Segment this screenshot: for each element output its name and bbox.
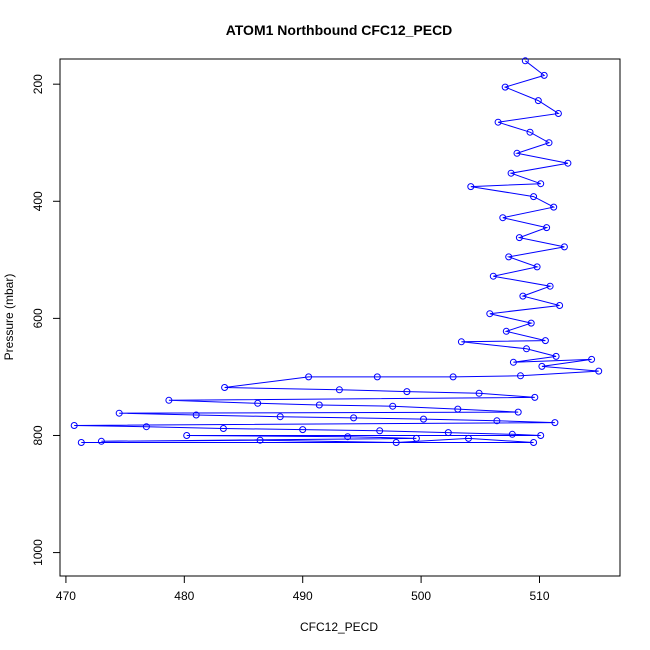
data-point bbox=[538, 362, 546, 370]
data-point bbox=[531, 393, 539, 401]
data-point bbox=[514, 408, 522, 416]
data-point bbox=[564, 159, 572, 167]
y-tick-label: 1000 bbox=[31, 539, 45, 566]
data-point bbox=[219, 425, 227, 432]
data-point bbox=[489, 272, 497, 280]
data-point bbox=[97, 437, 105, 445]
data-point bbox=[389, 402, 397, 410]
data-point bbox=[467, 183, 475, 191]
data-point bbox=[256, 436, 264, 444]
x-tick-label: 480 bbox=[174, 589, 194, 603]
series-line bbox=[74, 60, 599, 444]
data-point bbox=[515, 234, 523, 242]
x-tick-label: 490 bbox=[293, 589, 313, 603]
data-point bbox=[546, 282, 554, 290]
data-point bbox=[344, 433, 352, 441]
data-point bbox=[299, 426, 307, 434]
data-point bbox=[486, 310, 494, 318]
chart-title: ATOM1 Northbound CFC12_PECD bbox=[226, 22, 453, 38]
data-point bbox=[588, 355, 596, 363]
data-point bbox=[530, 439, 538, 446]
data-point bbox=[560, 243, 568, 251]
data-point bbox=[595, 367, 603, 375]
data-point bbox=[350, 414, 358, 422]
y-tick-label: 400 bbox=[31, 191, 45, 211]
data-point bbox=[530, 193, 538, 201]
data-point bbox=[545, 139, 553, 147]
data-point bbox=[192, 411, 200, 419]
data-point bbox=[412, 434, 420, 442]
data-point bbox=[527, 319, 535, 327]
data-point bbox=[254, 399, 262, 407]
data-point bbox=[501, 83, 509, 91]
data-point bbox=[70, 422, 78, 429]
data-point bbox=[449, 373, 457, 381]
data-point bbox=[221, 384, 229, 391]
data-point bbox=[165, 396, 173, 404]
y-axis-label: Pressure (mbar) bbox=[2, 274, 16, 361]
data-point bbox=[513, 149, 521, 157]
data-point bbox=[373, 373, 381, 381]
data-point bbox=[392, 439, 400, 446]
data-point bbox=[499, 214, 507, 222]
data-point bbox=[537, 432, 545, 439]
data-point bbox=[550, 203, 558, 211]
x-tick-label: 510 bbox=[529, 589, 549, 603]
data-point bbox=[276, 413, 284, 421]
x-axis-label: CFC12_PECD bbox=[300, 620, 378, 634]
data-point bbox=[540, 71, 548, 79]
x-tick-label: 500 bbox=[411, 589, 431, 603]
data-point bbox=[507, 169, 515, 177]
data-point bbox=[534, 97, 542, 105]
y-tick-label: 600 bbox=[31, 308, 45, 328]
data-point bbox=[454, 405, 462, 413]
data-point bbox=[554, 110, 562, 117]
series-layer bbox=[70, 57, 603, 446]
data-point bbox=[77, 439, 85, 446]
data-point bbox=[475, 389, 483, 397]
x-axis: 470 480 490 500 510 bbox=[56, 576, 550, 603]
data-point bbox=[505, 253, 513, 261]
data-point bbox=[508, 430, 516, 438]
data-point bbox=[533, 263, 541, 271]
data-point bbox=[523, 345, 530, 353]
data-point bbox=[519, 292, 527, 300]
data-point bbox=[502, 327, 510, 335]
data-point bbox=[541, 337, 549, 345]
y-tick-label: 800 bbox=[31, 425, 45, 445]
data-point bbox=[552, 352, 560, 360]
x-tick-label: 470 bbox=[56, 589, 76, 603]
data-point bbox=[183, 432, 191, 439]
data-point bbox=[142, 423, 150, 431]
data-point bbox=[526, 128, 534, 136]
data-point bbox=[457, 338, 465, 346]
data-point bbox=[543, 224, 551, 232]
data-point bbox=[494, 118, 502, 126]
data-point bbox=[115, 409, 123, 417]
y-axis: 200 400 600 800 1000 bbox=[31, 74, 60, 566]
data-point bbox=[305, 373, 313, 381]
data-point bbox=[465, 434, 472, 442]
data-point bbox=[335, 386, 343, 394]
data-point bbox=[551, 419, 559, 427]
data-point bbox=[537, 180, 545, 188]
data-point bbox=[517, 372, 524, 380]
y-tick-label: 200 bbox=[31, 74, 45, 94]
data-point bbox=[315, 401, 323, 409]
data-point bbox=[521, 57, 529, 65]
data-point bbox=[444, 429, 452, 437]
plot-area bbox=[59, 58, 621, 577]
data-point bbox=[420, 415, 427, 423]
data-point bbox=[403, 388, 411, 396]
data-point bbox=[493, 417, 501, 425]
data-point bbox=[509, 358, 517, 366]
data-point bbox=[376, 427, 384, 435]
data-point bbox=[556, 302, 564, 309]
